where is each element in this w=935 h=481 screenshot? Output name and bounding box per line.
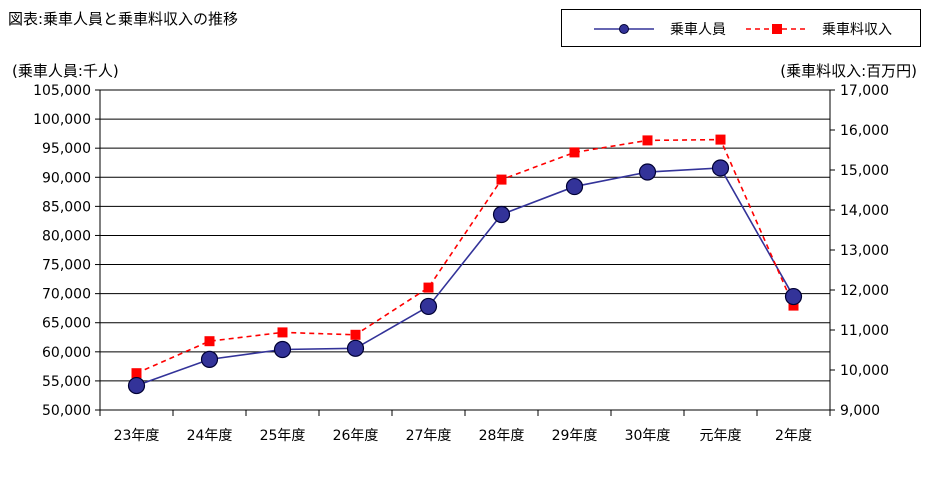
x-tick-label: 27年度 xyxy=(406,428,452,444)
left-tick-label: 95,000 xyxy=(42,141,91,157)
legend-svg: 乗車人員 乗車料収入 xyxy=(594,21,892,38)
x-tick-label: 元年度 xyxy=(700,428,742,444)
legend-marker-revenue xyxy=(772,24,782,34)
x-tick-label: 28年度 xyxy=(479,428,525,444)
left-axis-label: (乗車人員:千人) xyxy=(12,62,119,80)
left-tick-label: 75,000 xyxy=(42,258,91,274)
right-tick-label: 13,000 xyxy=(840,243,889,259)
left-tick-label: 55,000 xyxy=(42,374,91,390)
left-tick-label: 65,000 xyxy=(42,316,91,332)
left-tick-label: 50,000 xyxy=(42,403,91,419)
x-tick-label: 25年度 xyxy=(260,428,306,444)
ridership-point xyxy=(200,350,219,368)
revenue-point xyxy=(788,300,799,311)
revenue-point xyxy=(715,134,726,145)
revenue-point xyxy=(277,327,288,338)
right-tick-label: 16,000 xyxy=(840,123,889,139)
chart-title: 図表:乗車人員と乗車料収入の推移 xyxy=(8,10,239,28)
right-tick-label: 11,000 xyxy=(840,323,889,339)
tick-labels: 50,000 55,000 60,000 65,000 70,000 75,000 80,0… xyxy=(33,83,889,444)
legend-label-revenue: 乗車料収入 xyxy=(822,21,892,38)
ridership-point xyxy=(638,163,657,181)
revenue-point xyxy=(204,336,215,347)
ridership-point xyxy=(711,159,730,177)
left-tick-label: 90,000 xyxy=(42,170,91,186)
revenue-point xyxy=(569,147,580,158)
ridership-point xyxy=(784,287,803,306)
ridership-point xyxy=(565,177,584,196)
right-tick-label: 9,000 xyxy=(840,403,880,419)
legend: 乗車人員 乗車料収入 xyxy=(561,9,921,47)
right-tick-label: 14,000 xyxy=(840,203,889,219)
ridership-point xyxy=(273,340,292,359)
ridership-point xyxy=(346,339,365,357)
ridership-point xyxy=(419,297,438,316)
left-tick-label: 80,000 xyxy=(42,228,91,244)
revenue-point xyxy=(496,174,507,185)
left-tick-label: 105,000 xyxy=(33,83,91,99)
ridership-point xyxy=(127,376,146,395)
series-line-ridership xyxy=(136,167,795,387)
x-tick-label: 29年度 xyxy=(552,428,598,444)
x-tick-label: 23年度 xyxy=(114,428,160,444)
x-tick-label: 26年度 xyxy=(333,428,379,444)
revenue-point xyxy=(642,135,653,146)
legend-marker-ridership xyxy=(619,24,629,34)
right-tick-label: 10,000 xyxy=(840,363,889,379)
right-tick-label: 17,000 xyxy=(840,83,889,99)
right-tick-label: 12,000 xyxy=(840,283,889,299)
x-tick-label: 30年度 xyxy=(625,428,671,444)
revenue-point xyxy=(350,329,361,340)
right-axis-label: (乗車料収入:百万円) xyxy=(780,62,917,80)
revenue-point xyxy=(131,368,142,379)
revenue-point xyxy=(423,282,434,293)
x-tick-label: 2年度 xyxy=(775,428,812,444)
legend-label-ridership: 乗車人員 xyxy=(670,21,726,38)
left-tick-label: 100,000 xyxy=(33,112,91,128)
axes xyxy=(95,89,835,416)
left-tick-label: 70,000 xyxy=(42,287,91,303)
x-tick-label: 24年度 xyxy=(187,428,233,444)
ridership-point xyxy=(492,205,511,224)
series-line-revenue xyxy=(136,138,795,374)
right-tick-label: 15,000 xyxy=(840,163,889,179)
series xyxy=(127,134,803,395)
left-tick-label: 60,000 xyxy=(42,345,91,361)
left-tick-label: 85,000 xyxy=(42,199,91,215)
